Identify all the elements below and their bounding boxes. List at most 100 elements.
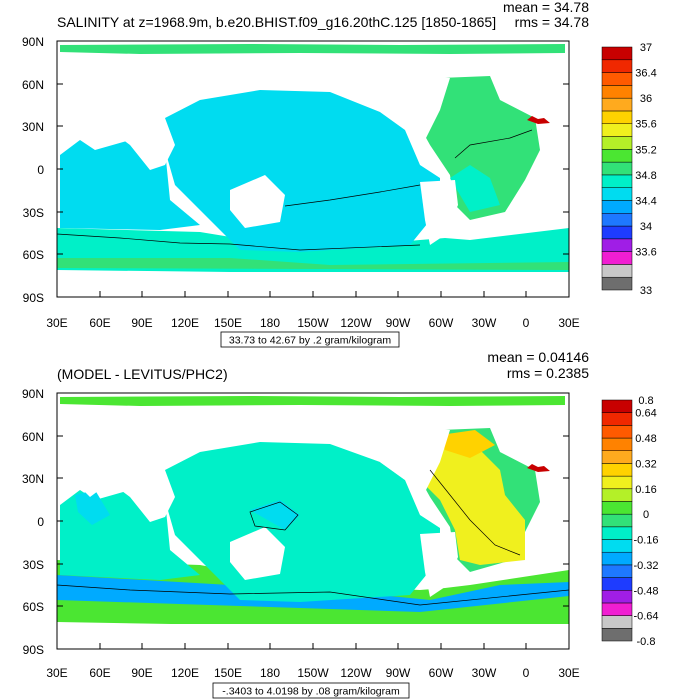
panel1-land-australia	[230, 175, 285, 228]
panel2-ylabel-30s: 30S	[23, 558, 44, 572]
colorbar-label: 34.4	[635, 195, 656, 207]
panel1-xlabel-60w: 60W	[429, 316, 454, 330]
panel1-mean: mean = 34.78	[503, 0, 589, 15]
colorbar-swatch	[601, 225, 633, 240]
colorbar-swatch	[601, 97, 633, 112]
colorbar-swatch	[601, 539, 633, 553]
panel1-rms: rms = 34.78	[515, 14, 590, 30]
panel1-contour-2	[57, 233, 421, 251]
panel1-contour-1	[284, 184, 421, 207]
panel1-xlabel-150e: 150E	[214, 316, 242, 330]
colorbar-label: 0	[643, 509, 649, 521]
colorbar-label: 35.2	[635, 144, 656, 156]
panel1-xlabel-120w: 120W	[340, 316, 372, 330]
panel2-xlabel-30e-end: 30E	[558, 666, 579, 680]
panel1-atlantic	[410, 76, 540, 220]
colorbar-swatch	[601, 200, 633, 214]
colorbar-label: 36.4	[635, 68, 656, 80]
colorbar-swatch	[601, 149, 633, 163]
panel2-ylabel-90n: 90N	[22, 387, 44, 401]
colorbar-label: -0.48	[633, 585, 658, 597]
panel2-xlabel-0: 0	[523, 666, 530, 680]
panel2-xlabel-60e: 60E	[89, 666, 110, 680]
panel2-xlabel-120w: 120W	[340, 666, 372, 680]
panel1-ylabel-30n: 30N	[22, 120, 44, 134]
panel2-land-antarctica	[57, 624, 569, 649]
colorbar-swatch	[601, 475, 633, 490]
colorbar-swatch	[601, 85, 633, 99]
panel1-xlabel-120e: 120E	[171, 316, 199, 330]
panel1-ylabel-60n: 60N	[22, 78, 44, 92]
panel2-contour-2	[429, 469, 521, 556]
panel2-arctic-region	[60, 396, 565, 406]
colorbar-swatch	[601, 425, 633, 439]
panel2-title: (MODEL - LEVITUS/PHC2)	[57, 366, 228, 382]
colorbar-swatch	[601, 463, 633, 477]
panel1-contour-info: 33.73 to 42.67 by .2 gram/kilogram	[229, 335, 392, 347]
colorbar-swatch	[601, 450, 633, 464]
panel2-ylabel-60s: 60S	[23, 600, 44, 614]
panel1-ylabel-0: 0	[37, 163, 44, 177]
colorbar-swatch	[601, 399, 633, 413]
colorbar-label: 33.6	[635, 247, 656, 259]
colorbar-label: 33	[640, 285, 652, 297]
colorbar-swatch	[601, 602, 633, 616]
panel2-land-asia	[57, 464, 175, 522]
colorbar-swatch	[601, 526, 633, 540]
panel1-xlabel-90e: 90E	[131, 316, 152, 330]
panel1-land-antarctica	[57, 272, 569, 297]
colorbar-swatch	[601, 513, 633, 528]
panel-salinity: SALINITY at z=1968.9m, b.e20.BHIST.f09_g…	[22, 0, 657, 348]
panel2-xlabel-60w: 60W	[429, 666, 454, 680]
colorbar-label: -0.64	[633, 611, 658, 623]
panel2-colorbar	[601, 399, 633, 642]
panel1-ylabel-60s: 60S	[23, 248, 44, 262]
colorbar-swatch	[601, 110, 633, 124]
panel1-colorbar	[601, 46, 633, 291]
colorbar-swatch	[601, 437, 633, 451]
colorbar-swatch	[601, 628, 633, 642]
colorbar-label: 0.48	[635, 433, 656, 445]
colorbar-label: -0.8	[637, 636, 656, 648]
colorbar-swatch	[601, 251, 633, 265]
panel2-mean: mean = 0.04146	[487, 349, 589, 365]
colorbar-swatch	[601, 161, 633, 176]
colorbar-swatch	[601, 238, 633, 252]
panel2-xlabel-30e: 30E	[46, 666, 67, 680]
colorbar-swatch	[601, 551, 633, 566]
panel1-mediterranean	[527, 116, 550, 124]
panel1-xlabel-150w: 150W	[297, 316, 329, 330]
colorbar-swatch	[601, 59, 633, 73]
panel1-ylabel-90n: 90N	[22, 35, 44, 49]
panel2-xlabel-30w: 30W	[472, 666, 497, 680]
colorbar-swatch	[601, 46, 633, 61]
panel1-contour-info-box	[220, 331, 400, 348]
panel2-ylabel-30n: 30N	[22, 472, 44, 486]
colorbar-label: 34.8	[635, 170, 656, 182]
panel2-atlantic-positive	[420, 440, 525, 565]
panel1-ticks	[56, 40, 570, 298]
panel2-ylabel-60n: 60N	[22, 430, 44, 444]
panel1-xlabel-0: 0	[523, 316, 530, 330]
panel2-xlabel-120e: 120E	[171, 666, 199, 680]
colorbar-swatch	[601, 136, 633, 150]
panel1-ylabel-30s: 30S	[23, 206, 44, 220]
panel1-arctic-region	[60, 44, 565, 54]
panel2-ticks	[56, 392, 570, 650]
panel2-land-south-america	[420, 532, 458, 597]
panel1-southern-band	[57, 258, 569, 270]
colorbar-swatch	[601, 174, 633, 188]
panel1-land-asia	[57, 112, 175, 170]
panel2-xlabel-150w: 150W	[297, 666, 329, 680]
panel2-contour-info-box	[212, 682, 410, 699]
panel2-land-north-america	[380, 427, 450, 492]
colorbar-label: 0.16	[635, 484, 656, 496]
panel1-xlabel-180: 180	[260, 316, 280, 330]
colorbar-swatch	[601, 564, 633, 578]
colorbar-swatch	[601, 577, 633, 591]
panel1-ylabel-90s: 90S	[23, 291, 44, 305]
colorbar-label: 35.6	[635, 119, 656, 131]
panel1-xlabel-60e: 60E	[89, 316, 110, 330]
panel2-xlabel-150e: 150E	[214, 666, 242, 680]
